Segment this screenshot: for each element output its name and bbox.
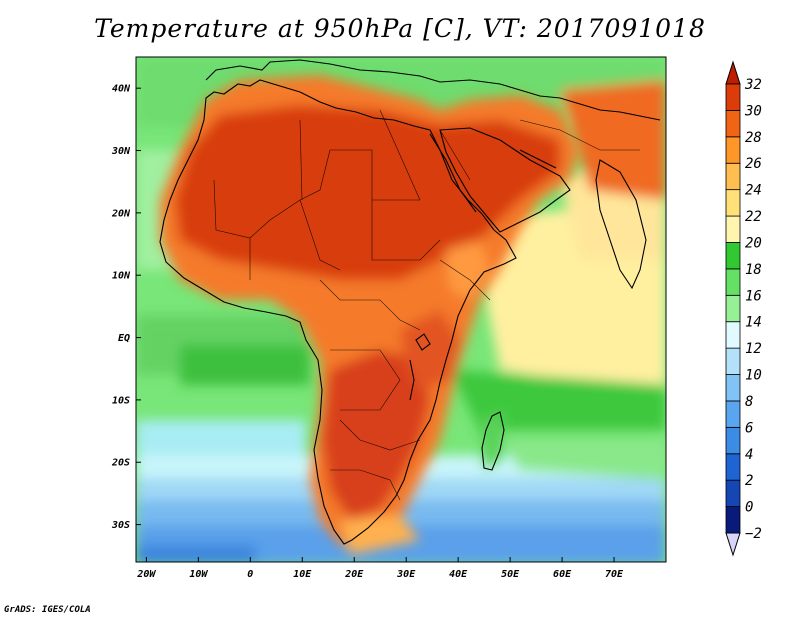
colorbar-label: 28 [745, 130, 762, 146]
temperature-field [136, 57, 666, 562]
colorbar-box [725, 162, 741, 191]
lon-tick-label: 60E [553, 569, 572, 580]
colorbar-box [725, 268, 741, 296]
lat-tick-label: 10S [112, 395, 130, 406]
colorbar-label: 16 [745, 288, 762, 304]
colorbar-box [725, 347, 741, 375]
colorbar-label: 32 [744, 77, 762, 93]
lon-tick-label: 10W [189, 569, 208, 580]
lat-tick-label: 10N [112, 271, 131, 282]
colorbar-label: 30 [744, 103, 762, 119]
coastlines [159, 59, 661, 545]
colorbar-label: 2 [745, 473, 753, 489]
colorbar-label: 22 [745, 209, 762, 225]
colorbar-label: −2 [745, 526, 762, 542]
colorbar-bottom-arrow [725, 532, 741, 557]
lon-tick-label: 10E [293, 569, 312, 580]
colorbar-label: 12 [745, 341, 762, 357]
lat-tick-label: 40N [112, 84, 131, 95]
colorbar-label: 14 [745, 315, 762, 331]
colorbar-box [725, 479, 741, 507]
colorbar-box [725, 242, 741, 270]
lat-tick-label: 30S [111, 520, 130, 531]
longitude-axis: 20W 10W 0 10E 20E 30E 40E 50E 60E 70E [136, 557, 624, 580]
lon-tick-label: 20E [344, 569, 364, 580]
lat-tick-label: 20S [111, 458, 130, 469]
colorbar-box [725, 321, 741, 349]
lon-tick-label: 40E [449, 569, 468, 580]
colorbar-box [725, 215, 741, 243]
colorbar-box [725, 294, 741, 323]
lon-tick-label: 70E [605, 569, 624, 580]
colorbar-box [725, 136, 741, 164]
lat-tick-label: 20N [111, 208, 131, 219]
lat-tick-label: EQ [118, 333, 130, 344]
colorbar-box [725, 110, 741, 138]
colorbar-label: 10 [745, 368, 762, 384]
colorbar-label: 4 [745, 447, 753, 463]
lat-tick-label: 30N [111, 146, 131, 157]
lon-tick-label: 50E [501, 569, 520, 580]
colorbar-box [725, 374, 741, 402]
colorbar-box [725, 83, 741, 111]
colorbar-label: 26 [745, 156, 762, 172]
lon-tick-label: 0 [247, 569, 253, 580]
latitude-axis: 40N 30N 20N 10N EQ 10S 20S 30S [111, 84, 141, 531]
map-frame [135, 56, 667, 563]
country-borders [213, 109, 640, 501]
lon-tick-label: 30E [396, 569, 416, 580]
colorbar-box [725, 506, 741, 534]
colorbar-box [725, 453, 741, 481]
colorbar-label: 6 [745, 420, 753, 436]
colorbar-label: 24 [745, 183, 762, 199]
colorbar-label: 18 [745, 262, 762, 278]
map-title: Temperature at 950hPa [C], VT: 201709101… [94, 14, 706, 43]
colorbar-top-arrow [725, 60, 741, 85]
colorbar-label: 0 [745, 500, 753, 516]
colorbar-box [725, 189, 741, 217]
colorbar-box [725, 400, 741, 428]
grads-credit: GrADS: IGES/COLA [4, 605, 91, 615]
colorbar-label: 8 [745, 394, 753, 410]
colorbar-label: 20 [745, 235, 762, 251]
colorbar-box [725, 426, 741, 455]
lon-tick-label: 20W [136, 569, 156, 580]
